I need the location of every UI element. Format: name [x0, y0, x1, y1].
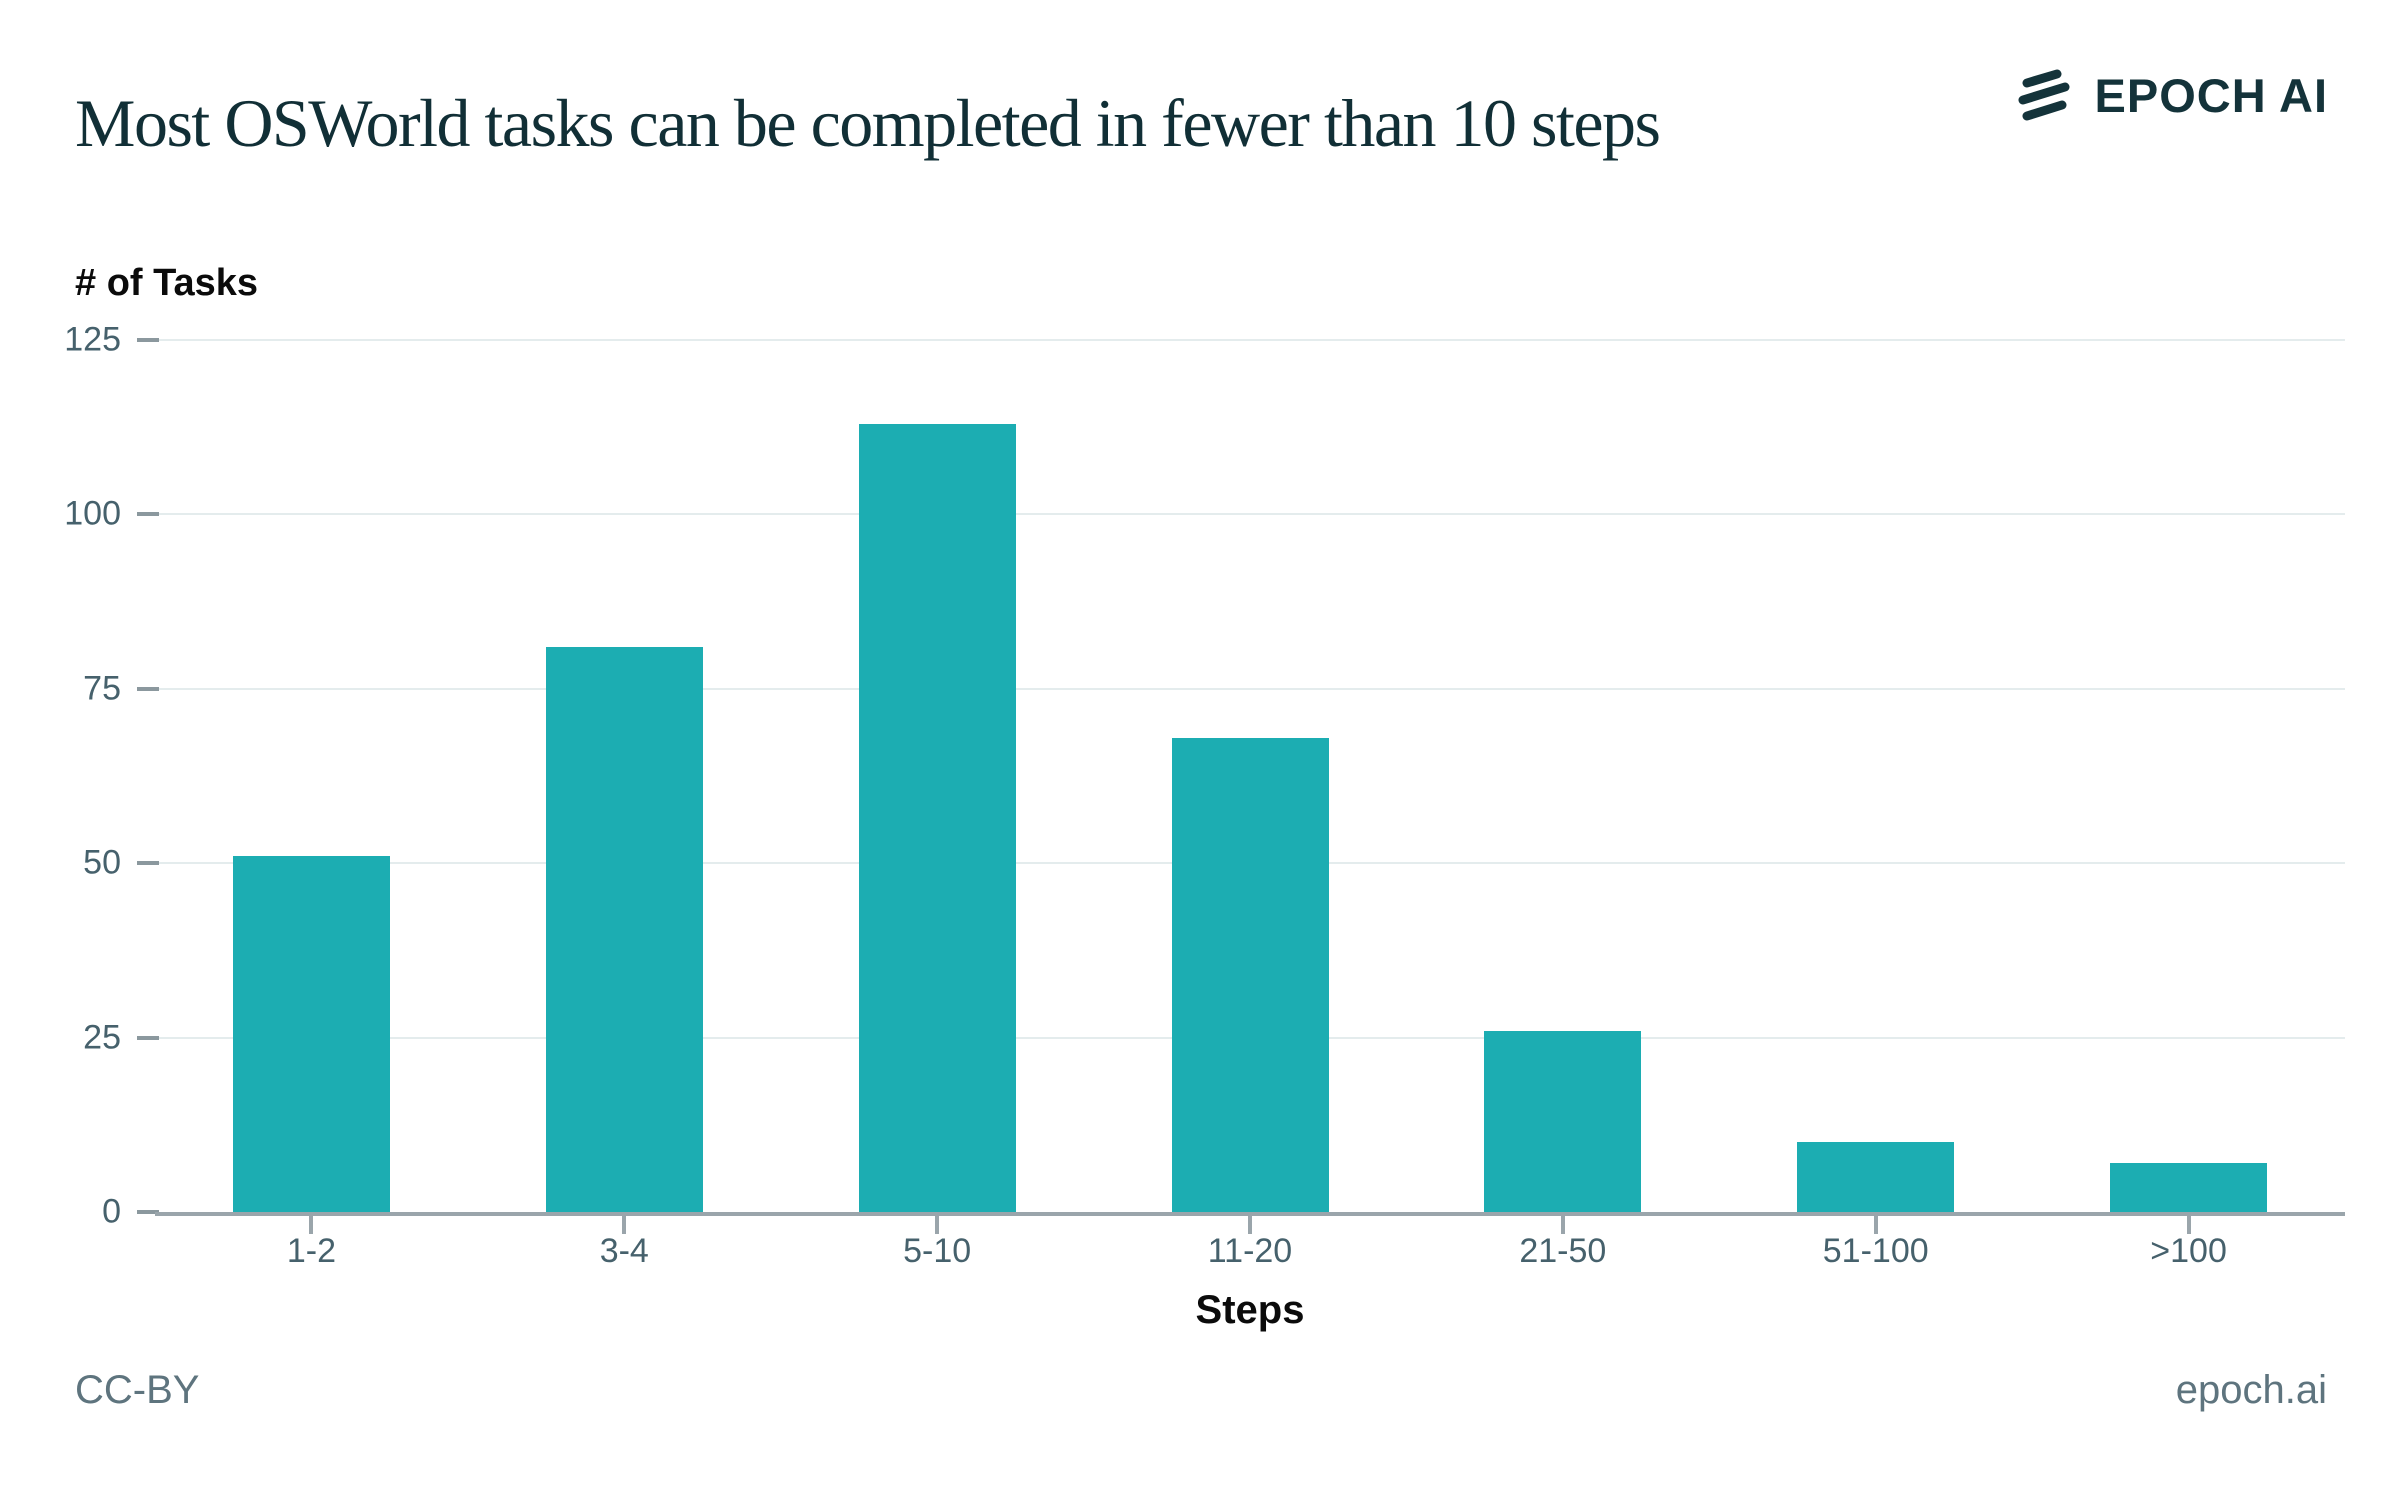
x-tick-label: 5-10 — [903, 1232, 972, 1270]
x-tick-mark — [622, 1216, 627, 1234]
x-tick-mark — [2186, 1216, 2191, 1234]
x-tick-mark — [1248, 1216, 1252, 1234]
x-tick-mark — [1560, 1216, 1565, 1234]
x-tick-label: 11-20 — [1207, 1232, 1293, 1270]
source-link[interactable]: epoch.ai — [2175, 1368, 2327, 1412]
bar-11-20 — [1171, 737, 1329, 1212]
gridline — [155, 339, 2345, 341]
y-tick-label: 75 — [83, 669, 121, 708]
x-tick-label: >100 — [2150, 1232, 2227, 1270]
y-axis-title: # of Tasks — [75, 262, 259, 304]
y-tick-mark — [137, 1035, 159, 1040]
x-axis-line — [155, 1212, 2345, 1216]
plot-area: 0 25 50 75 100 125 1-2 3-4 5-10 11-20 21-50 51-100 >… — [64, 321, 2345, 1270]
x-tick-mark — [1873, 1216, 1878, 1234]
license-label: CC-BY — [75, 1368, 200, 1412]
bar-1-2 — [232, 856, 390, 1212]
gridline — [155, 687, 2345, 690]
y-tick-mark — [137, 1210, 159, 1214]
epoch-logo-text: EPOCH AI — [2094, 69, 2328, 122]
bar->100 — [2110, 1163, 2268, 1212]
y-tick-mark — [137, 861, 159, 866]
epoch-three-stripes-icon — [2017, 69, 2071, 123]
y-tick-mark — [137, 338, 159, 342]
x-tick-label: 3-4 — [599, 1232, 649, 1270]
bar-3-4 — [545, 646, 703, 1212]
y-tick-label: 100 — [64, 494, 121, 533]
x-tick-label: 1-2 — [286, 1232, 336, 1270]
y-tick-label: 0 — [102, 1192, 121, 1231]
x-tick-mark — [309, 1216, 314, 1234]
epoch-ai-logo: EPOCH AI — [2017, 68, 2328, 123]
bar-21-50 — [1484, 1030, 1642, 1212]
gridline — [155, 513, 2345, 516]
y-tick-label: 50 — [83, 843, 121, 882]
y-tick-mark — [137, 686, 159, 691]
y-tick-label: 125 — [64, 320, 121, 359]
x-axis-title: Steps — [1195, 1288, 1305, 1332]
x-tick-mark — [935, 1216, 940, 1234]
chart-title: Most OSWorld tasks can be completed in f… — [75, 85, 1661, 161]
x-tick-label: 21-50 — [1519, 1232, 1607, 1270]
y-tick-label: 25 — [83, 1018, 121, 1057]
bar-5-10 — [858, 423, 1016, 1212]
bar-51-100 — [1797, 1142, 1955, 1212]
x-tick-label: 51-100 — [1822, 1232, 1929, 1270]
y-tick-mark — [137, 512, 159, 517]
